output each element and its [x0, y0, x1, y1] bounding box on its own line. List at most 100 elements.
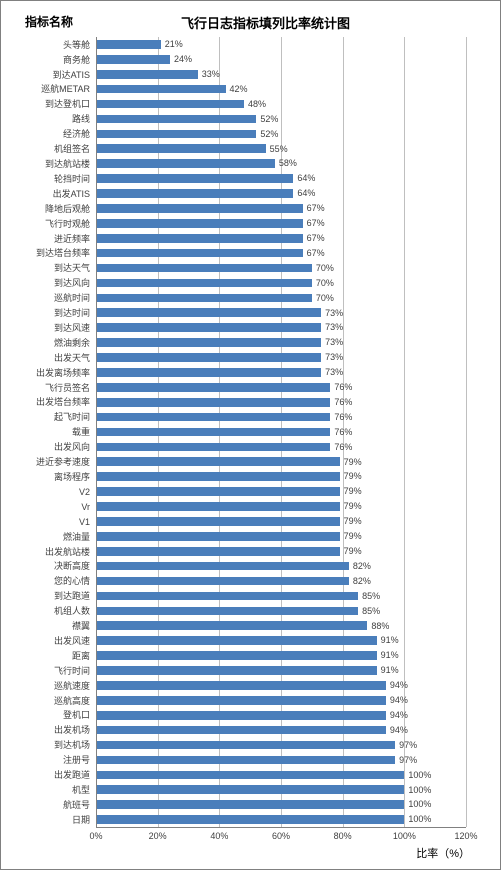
y-tick-label: 机组人数 — [54, 607, 90, 616]
y-tick-label: 注册号 — [63, 756, 90, 765]
bar-value-label: 100% — [408, 770, 431, 780]
bar-value-label: 82% — [353, 561, 371, 571]
y-tick-label: 出发ATIS — [53, 190, 90, 199]
bar — [96, 428, 330, 437]
bar — [96, 756, 395, 765]
y-tick-label: 决断高度 — [54, 562, 90, 571]
bar-row: 100% — [96, 812, 466, 827]
y-tick-label: 商务舱 — [63, 56, 90, 65]
bar — [96, 666, 377, 675]
bar — [96, 130, 256, 139]
y-tick-label: 进近参考速度 — [36, 458, 90, 467]
bar — [96, 219, 303, 228]
bar — [96, 457, 340, 466]
bar-value-label: 85% — [362, 606, 380, 616]
bar-row: 97% — [96, 752, 466, 767]
y-tick-label: 巡航高度 — [54, 697, 90, 706]
bar-row: 33% — [96, 67, 466, 82]
bar-value-label: 42% — [230, 84, 248, 94]
bar — [96, 144, 266, 153]
bar-row: 58% — [96, 156, 466, 171]
bar — [96, 189, 293, 198]
y-tick-label: 飞行员签名 — [45, 384, 90, 393]
bar — [96, 517, 340, 526]
bar — [96, 547, 340, 556]
bar-row: 76% — [96, 395, 466, 410]
bar-value-label: 76% — [334, 382, 352, 392]
y-tick-label: 登机口 — [63, 711, 90, 720]
bar — [96, 115, 256, 124]
bar-value-label: 24% — [174, 54, 192, 64]
y-tick-label: 载重 — [72, 428, 90, 437]
bar-value-label: 67% — [307, 248, 325, 258]
y-tick-label: V1 — [79, 518, 90, 527]
bar-value-label: 64% — [297, 188, 315, 198]
bar-row: 21% — [96, 37, 466, 52]
y-tick-label: 航班号 — [63, 801, 90, 810]
bar-row: 79% — [96, 544, 466, 559]
y-tick-label: 日期 — [72, 816, 90, 825]
bar-value-label: 48% — [248, 99, 266, 109]
y-tick-label: 进近频率 — [54, 235, 90, 244]
bar-row: 24% — [96, 52, 466, 67]
bar-value-label: 79% — [344, 546, 362, 556]
bar-value-label: 91% — [381, 665, 399, 675]
bar-row: 76% — [96, 425, 466, 440]
bar-row: 70% — [96, 275, 466, 290]
bar — [96, 338, 321, 347]
bar-row: 94% — [96, 693, 466, 708]
bar-value-label: 94% — [390, 695, 408, 705]
y-tick-label: 离场程序 — [54, 473, 90, 482]
bar-value-label: 70% — [316, 293, 334, 303]
bar-row: 70% — [96, 261, 466, 276]
bar — [96, 249, 303, 258]
x-tick-label: 120% — [454, 831, 477, 841]
x-tick-label: 20% — [149, 831, 167, 841]
bar-value-label: 85% — [362, 591, 380, 601]
y-tick-label: Vr — [81, 503, 90, 512]
bar-value-label: 100% — [408, 814, 431, 824]
y-tick-label: 到达风向 — [54, 279, 90, 288]
bar-value-label: 97% — [399, 740, 417, 750]
bar-row: 79% — [96, 514, 466, 529]
bar — [96, 741, 395, 750]
bar — [96, 577, 349, 586]
y-tick-label: 到达塔台频率 — [36, 249, 90, 258]
bar — [96, 502, 340, 511]
bar — [96, 70, 198, 79]
y-tick-label: 燃油量 — [63, 533, 90, 542]
bar — [96, 607, 358, 616]
bar — [96, 472, 340, 481]
bar — [96, 562, 349, 571]
bar — [96, 264, 312, 273]
bar-value-label: 91% — [381, 650, 399, 660]
bar — [96, 308, 321, 317]
bar-row: 42% — [96, 82, 466, 97]
bar-value-label: 70% — [316, 278, 334, 288]
bar-value-label: 73% — [325, 337, 343, 347]
bar-value-label: 70% — [316, 263, 334, 273]
x-axis-line — [96, 827, 466, 828]
bar — [96, 651, 377, 660]
bar — [96, 785, 404, 794]
bar-row: 79% — [96, 454, 466, 469]
bar — [96, 204, 303, 213]
y-tick-label: 到达航站楼 — [45, 160, 90, 169]
y-tick-label: 飞行时间 — [54, 667, 90, 676]
bar-value-label: 79% — [344, 486, 362, 496]
y-tick-label: 距离 — [72, 652, 90, 661]
bar-value-label: 82% — [353, 576, 371, 586]
bar-value-label: 79% — [344, 501, 362, 511]
bar-row: 100% — [96, 797, 466, 812]
y-tick-label: V2 — [79, 488, 90, 497]
y-axis-line — [96, 37, 97, 827]
y-tick-label: 出发跑道 — [54, 771, 90, 780]
bar — [96, 323, 321, 332]
bar — [96, 443, 330, 452]
x-tick-label: 80% — [334, 831, 352, 841]
y-tick-label: 到达跑道 — [54, 592, 90, 601]
bar — [96, 771, 404, 780]
y-tick-label: 巡航速度 — [54, 682, 90, 691]
y-tick-label: 到达天气 — [54, 264, 90, 273]
plot-area: 21%24%33%42%48%52%52%55%58%64%64%67%67%6… — [96, 37, 466, 827]
